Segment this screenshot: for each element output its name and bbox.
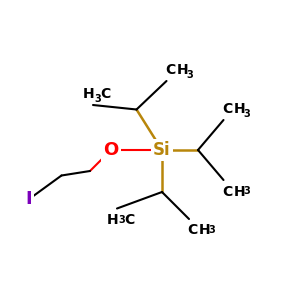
Text: C: C (222, 184, 232, 199)
Text: C: C (165, 63, 175, 77)
Text: 3: 3 (208, 225, 215, 235)
Text: C: C (222, 102, 232, 116)
Text: H: H (176, 63, 188, 77)
Text: C: C (100, 87, 111, 101)
Text: Si: Si (153, 141, 171, 159)
Text: 3: 3 (243, 109, 250, 119)
Text: C: C (188, 224, 198, 238)
Text: H: H (233, 184, 245, 199)
Text: C: C (124, 213, 135, 227)
Text: 3: 3 (186, 70, 193, 80)
Text: 3: 3 (94, 94, 101, 104)
Text: H: H (107, 213, 118, 227)
Text: O: O (103, 141, 118, 159)
Text: H: H (199, 224, 211, 238)
Text: 3: 3 (243, 186, 250, 196)
Text: I: I (25, 190, 32, 208)
Text: H: H (233, 102, 245, 116)
Text: 3: 3 (118, 215, 125, 225)
Text: H: H (83, 87, 94, 101)
